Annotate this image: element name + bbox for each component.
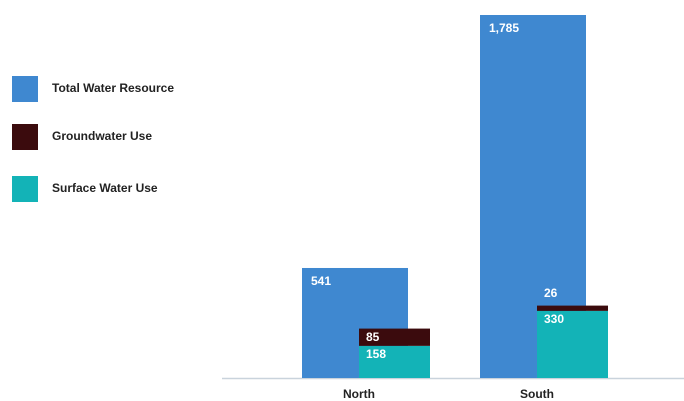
data-label: 85 <box>366 330 380 344</box>
x-tick-label: North <box>343 387 375 401</box>
legend-label: Total Water Resource <box>52 81 174 95</box>
bar <box>537 310 608 378</box>
bar <box>537 305 608 311</box>
data-label: 330 <box>544 312 564 326</box>
legend-label: Surface Water Use <box>52 181 158 195</box>
legend-label: Groundwater Use <box>52 129 152 143</box>
x-tick-label: South <box>520 387 554 401</box>
data-label: 26 <box>544 286 558 300</box>
bar <box>359 328 430 346</box>
data-label: 1,785 <box>489 21 519 35</box>
legend-swatch <box>12 176 38 202</box>
legend-swatch <box>12 124 38 150</box>
bar <box>359 345 430 378</box>
data-label: 158 <box>366 347 386 361</box>
legend-swatch <box>12 76 38 102</box>
data-label: 541 <box>311 274 331 288</box>
